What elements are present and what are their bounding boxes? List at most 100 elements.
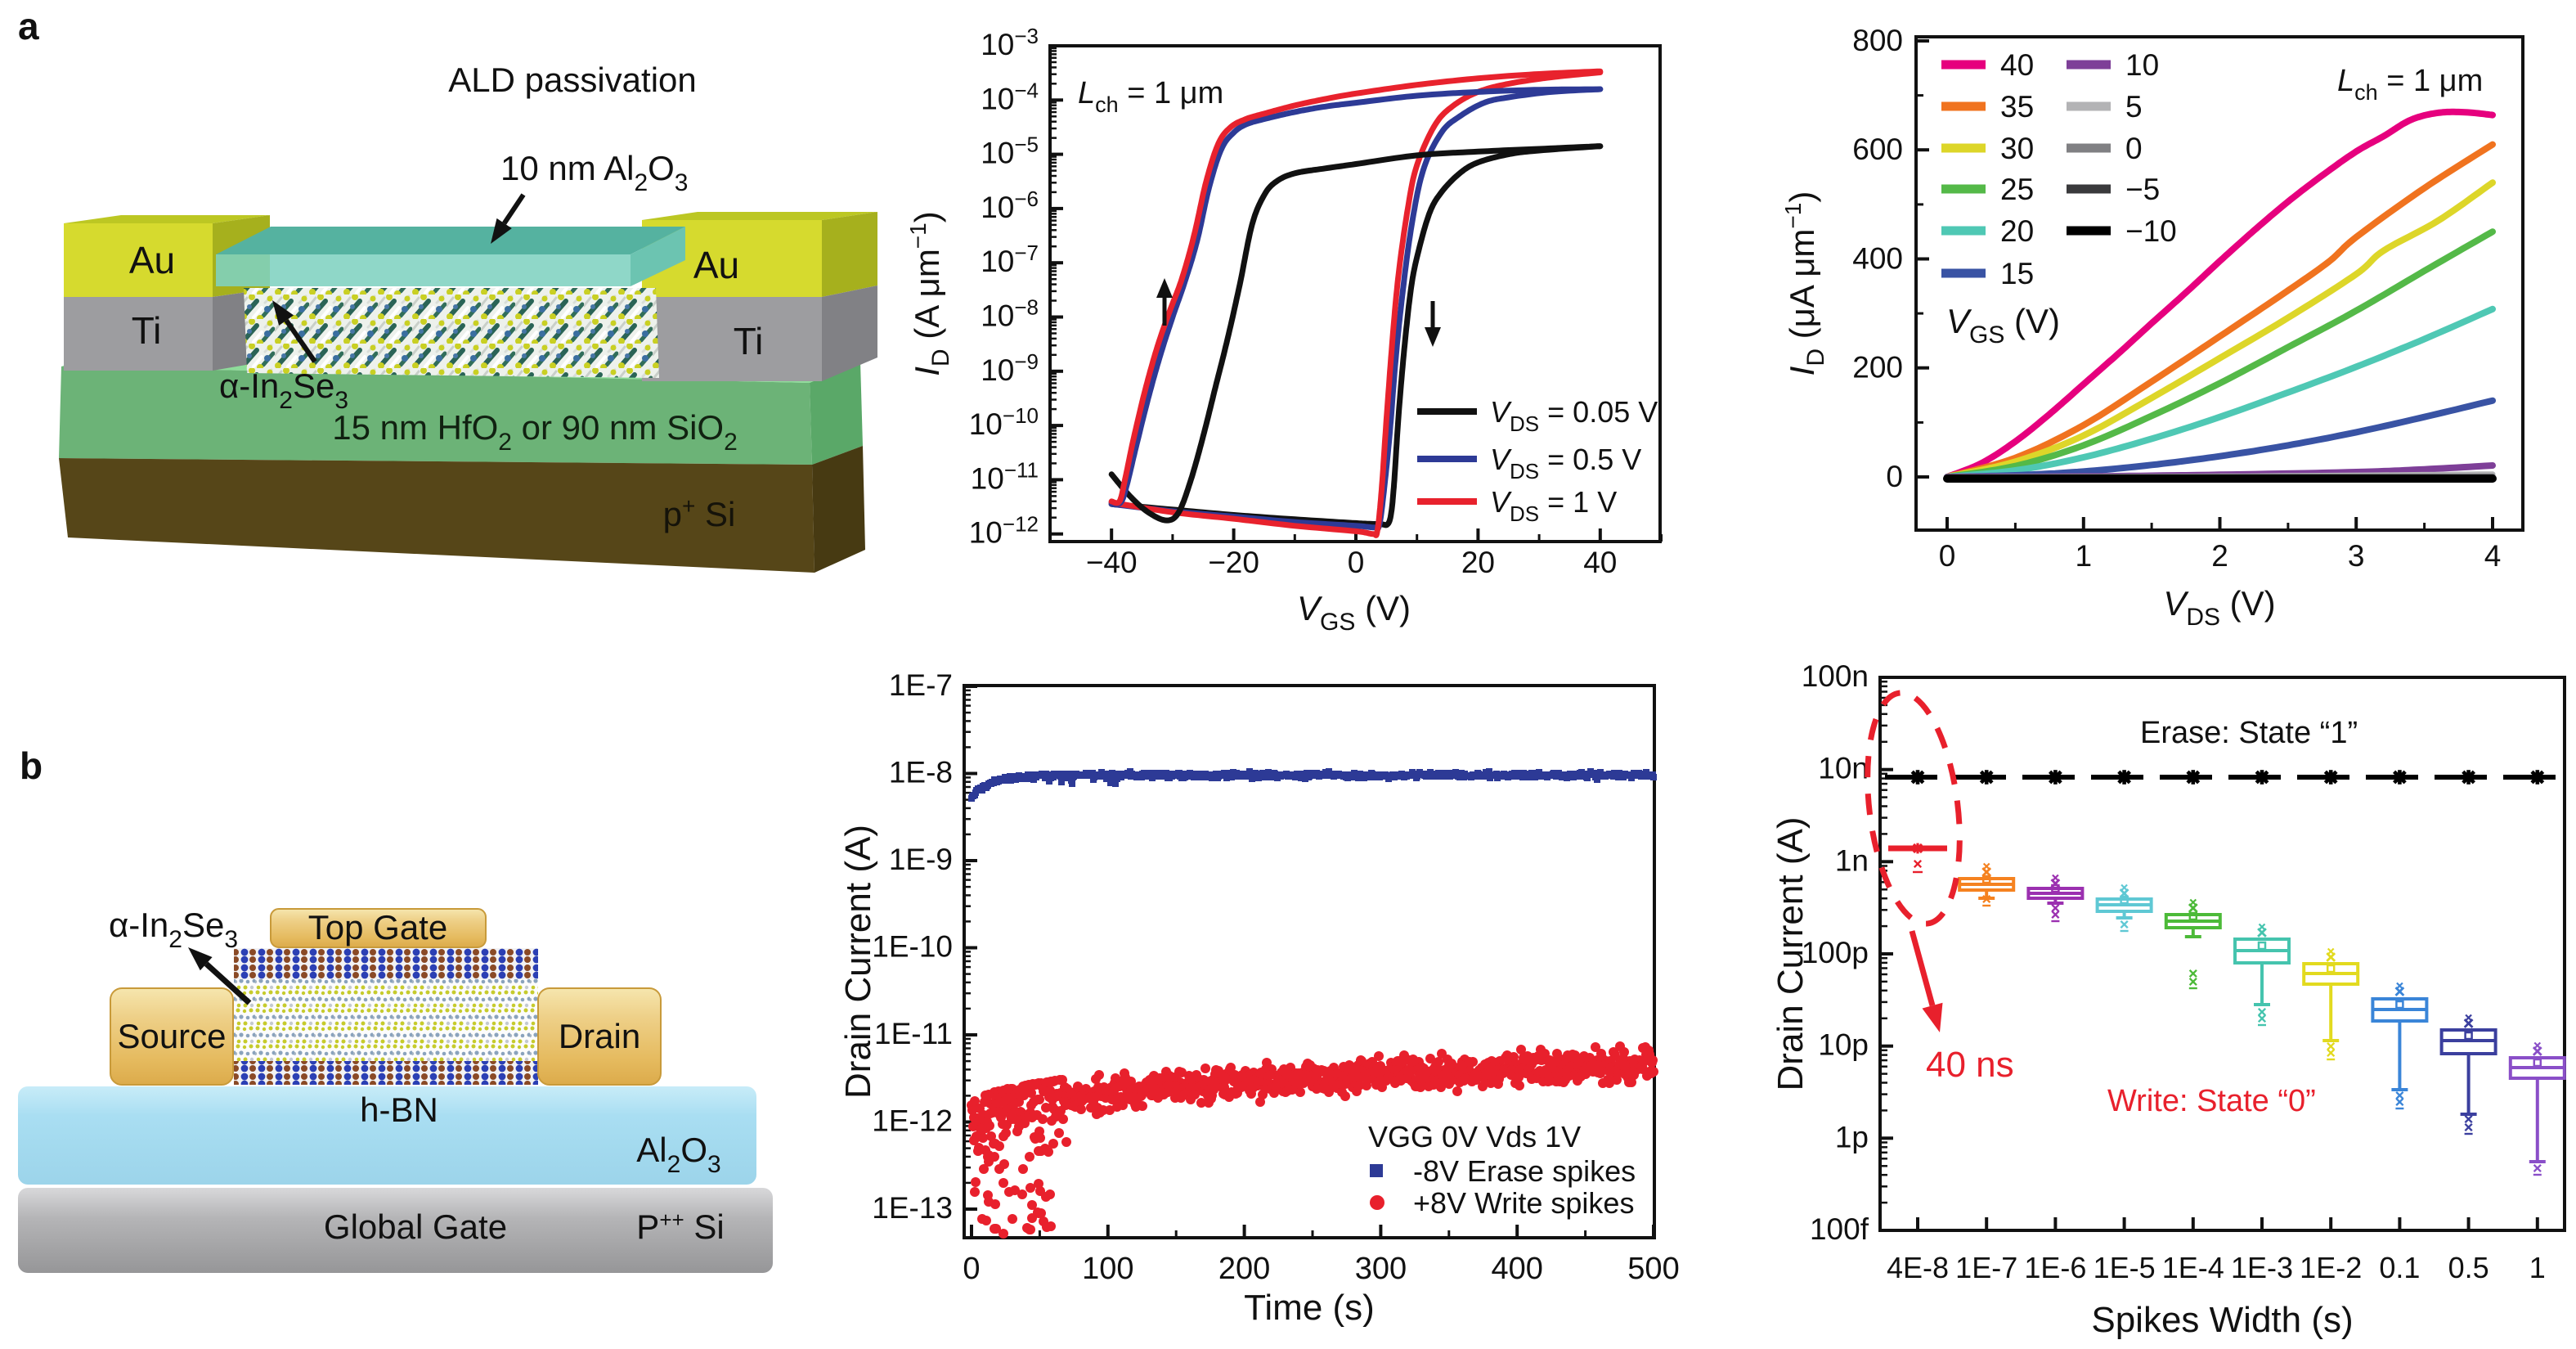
svg-text:ID (A μm−1): ID (A μm−1) — [905, 211, 954, 376]
svg-text:VDS = 0.05 V: VDS = 0.05 V — [1490, 395, 1658, 436]
svg-text:25: 25 — [2000, 173, 2034, 206]
svg-text:VDS = 1 V: VDS = 1 V — [1490, 485, 1617, 526]
svg-text:1E-2: 1E-2 — [2300, 1251, 2362, 1284]
svg-text:1E-11: 1E-11 — [874, 1017, 953, 1050]
svg-text:3: 3 — [2348, 539, 2365, 573]
svg-text:Au: Au — [129, 239, 175, 281]
svg-text:10−6​: 10−6​ — [981, 187, 1039, 224]
svg-text:1: 1 — [2529, 1251, 2546, 1284]
svg-text:1E-7: 1E-7 — [889, 668, 953, 702]
svg-text:1E-12: 1E-12 — [872, 1104, 953, 1138]
svg-text:10: 10 — [2125, 48, 2159, 82]
svg-text:Time (s): Time (s) — [1244, 1288, 1375, 1328]
svg-text:2: 2 — [2211, 539, 2228, 573]
svg-text:h-BN: h-BN — [360, 1090, 438, 1129]
svg-text:−10: −10 — [2125, 214, 2177, 248]
svg-text:10−12​: 10−12​ — [969, 512, 1039, 550]
svg-text:100f: 100f — [1810, 1212, 1869, 1246]
svg-text:Drain: Drain — [559, 1017, 640, 1055]
svg-text:Drain Current (A): Drain Current (A) — [838, 825, 878, 1099]
svg-text:1E-8: 1E-8 — [889, 756, 953, 789]
svg-text:1: 1 — [2076, 539, 2093, 573]
svg-text:1E-3: 1E-3 — [2231, 1251, 2293, 1284]
svg-text:10−3​: 10−3​ — [981, 24, 1039, 61]
svg-text:1p: 1p — [1835, 1120, 1869, 1153]
svg-text:20: 20 — [2000, 214, 2034, 248]
svg-text:0: 0 — [1886, 460, 1903, 493]
svg-text:Drain Current (A): Drain Current (A) — [1770, 817, 1811, 1091]
svg-text:0: 0 — [1939, 539, 1956, 573]
svg-text:1E-10: 1E-10 — [872, 930, 953, 964]
svg-text:−40: −40 — [1086, 546, 1138, 579]
svg-text:10 nm Al2​O3​: 10 nm Al2​O3​ — [500, 149, 688, 196]
svg-text:5: 5 — [2125, 90, 2143, 124]
svg-text:Global Gate: Global Gate — [324, 1207, 507, 1246]
svg-text:1E-6: 1E-6 — [2024, 1251, 2086, 1284]
svg-text:4: 4 — [2484, 539, 2502, 573]
svg-text:10−4​: 10−4​ — [981, 78, 1039, 115]
svg-text:0: 0 — [1348, 546, 1365, 579]
svg-text:40: 40 — [2000, 48, 2034, 82]
svg-text:10−9​: 10−9​ — [981, 349, 1039, 387]
svg-text:−5: −5 — [2125, 173, 2160, 206]
svg-text:VGS (V): VGS (V) — [1946, 302, 2060, 348]
svg-text:10−5​: 10−5​ — [981, 133, 1039, 170]
svg-text:Erase: State “1”: Erase: State “1” — [2140, 716, 2358, 750]
svg-text:20: 20 — [1461, 546, 1495, 579]
svg-text:Ti: Ti — [132, 309, 162, 352]
svg-text:a: a — [18, 5, 39, 47]
svg-text:300: 300 — [1355, 1252, 1407, 1286]
svg-text:Lch = 1 μm: Lch = 1 μm — [2337, 64, 2483, 105]
svg-text:500: 500 — [1627, 1252, 1679, 1286]
svg-text:Top Gate: Top Gate — [308, 908, 447, 947]
svg-text:Lch = 1 μm: Lch = 1 μm — [1078, 76, 1223, 117]
svg-text:15: 15 — [2000, 257, 2034, 290]
svg-text:100n: 100n — [1802, 659, 1869, 693]
svg-text:ID (μA μm−1): ID (μA μm−1) — [1780, 191, 1829, 376]
svg-text:1n: 1n — [1835, 843, 1869, 877]
svg-text:1E-9: 1E-9 — [889, 843, 953, 876]
svg-text:1E-4: 1E-4 — [2162, 1251, 2224, 1284]
svg-text:400: 400 — [1852, 242, 1903, 276]
svg-text:−20: −20 — [1208, 546, 1259, 579]
svg-text:40: 40 — [1583, 546, 1617, 579]
svg-text:100p: 100p — [1802, 936, 1869, 969]
svg-text:0: 0 — [2125, 132, 2143, 165]
svg-text:Write: State “0”: Write: State “0” — [2107, 1084, 2316, 1118]
svg-text:100: 100 — [1082, 1252, 1133, 1286]
svg-text:4E-8: 4E-8 — [1887, 1251, 1949, 1284]
svg-text:1E-13: 1E-13 — [872, 1191, 953, 1225]
svg-text:200: 200 — [1852, 351, 1903, 384]
svg-text:200: 200 — [1218, 1252, 1270, 1286]
svg-text:VGS (V): VGS (V) — [1297, 589, 1411, 636]
svg-text:10−7​: 10−7​ — [981, 241, 1039, 278]
svg-text:+8V Write spikes: +8V Write spikes — [1413, 1186, 1634, 1220]
svg-text:40 ns: 40 ns — [1926, 1045, 2014, 1085]
svg-text:VDS (V): VDS (V) — [2163, 584, 2275, 631]
svg-text:0: 0 — [963, 1252, 980, 1286]
svg-text:Source: Source — [117, 1017, 226, 1055]
svg-text:10p: 10p — [1818, 1028, 1869, 1062]
svg-text:b: b — [20, 744, 43, 787]
svg-text:800: 800 — [1852, 24, 1903, 57]
svg-text:30: 30 — [2000, 132, 2034, 165]
svg-text:α-In2​Se3​: α-In2​Se3​ — [109, 906, 238, 953]
svg-text:-8V Erase spikes: -8V Erase spikes — [1413, 1154, 1636, 1188]
svg-text:VGG 0V Vds 1V: VGG 0V Vds 1V — [1368, 1120, 1581, 1153]
svg-text:Ti: Ti — [734, 320, 764, 362]
svg-text:0.1: 0.1 — [2379, 1251, 2420, 1284]
svg-text:0.5: 0.5 — [2448, 1251, 2489, 1284]
svg-text:400: 400 — [1491, 1252, 1542, 1286]
svg-text:35: 35 — [2000, 90, 2034, 124]
svg-text:Spikes Width (s): Spikes Width (s) — [2091, 1300, 2353, 1340]
svg-text:p+​ Si: p+​ Si — [663, 493, 736, 533]
svg-text:1E-5: 1E-5 — [2094, 1251, 2156, 1284]
svg-text:10−10​: 10−10​ — [969, 403, 1039, 441]
svg-text:P++​ Si: P++​ Si — [636, 1207, 724, 1246]
svg-text:Au: Au — [693, 244, 739, 286]
svg-text:ALD passivation: ALD passivation — [448, 61, 697, 99]
svg-text:VDS = 0.5 V: VDS = 0.5 V — [1490, 443, 1641, 483]
svg-text:600: 600 — [1852, 133, 1903, 166]
svg-text:1E-7: 1E-7 — [1955, 1251, 2017, 1284]
svg-text:10−8​: 10−8​ — [981, 295, 1039, 333]
